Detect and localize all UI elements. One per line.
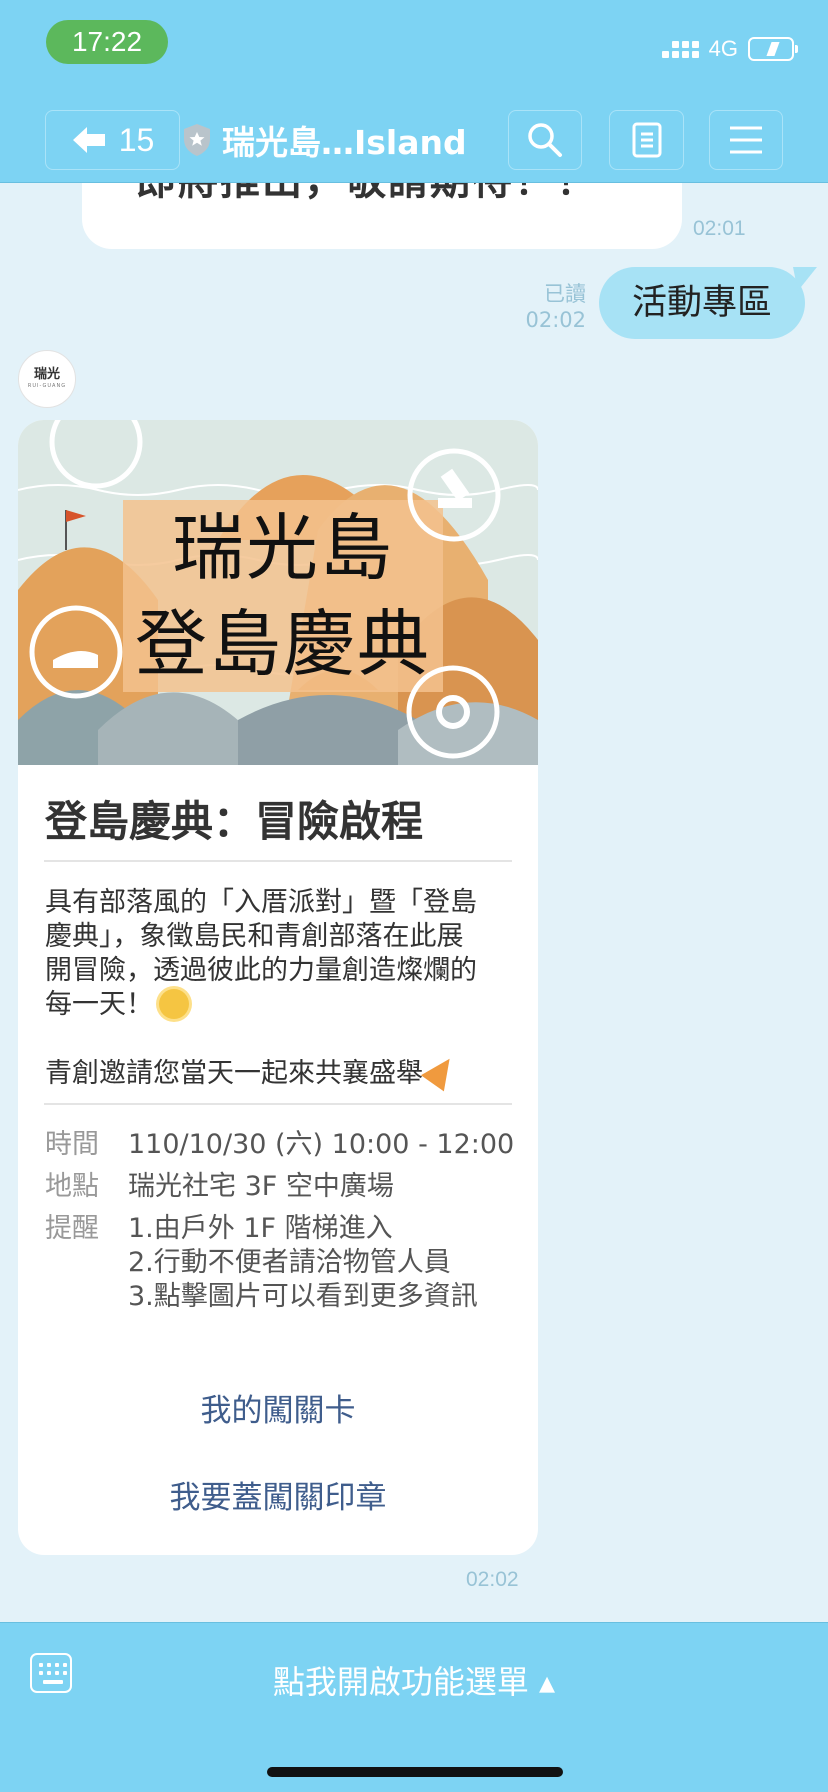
search-icon xyxy=(528,123,562,157)
battery-icon xyxy=(748,37,798,61)
chat-title-text: 瑞光島…Island xyxy=(222,123,467,162)
top-bar: 17:22 4G 15 瑞光島…Island xyxy=(0,0,828,183)
desc-line: 青創邀請您當天一起來共襄盛舉 xyxy=(45,1058,423,1089)
detail-row-place: 地點 瑞光社宅 3F 空中廣場 xyxy=(45,1170,515,1204)
notes-button[interactable] xyxy=(609,110,684,170)
avatar-logo-text: 瑞光 xyxy=(33,367,60,382)
desc-line: 開冒險，透過彼此的力量創造燦爛的 xyxy=(45,955,477,986)
read-receipt: 已讀 02:02 xyxy=(525,278,586,332)
divider xyxy=(44,1103,512,1105)
read-label: 已讀 xyxy=(544,282,586,306)
stamp-collect-link[interactable]: 我要蓋闖關印章 xyxy=(169,1480,387,1516)
card-message-time: 02:02 xyxy=(466,1568,519,1591)
desc-line-with-party: 青創邀請您當天一起來共襄盛舉 xyxy=(45,1050,515,1092)
detail-row-reminder: 提醒 1.由戶外 1F 階梯進入 2.行動不便者請洽物管人員 3.點擊圖片可以看… xyxy=(45,1212,515,1314)
home-indicator xyxy=(267,1767,563,1777)
avatar[interactable]: 瑞光 RUI-GUANG xyxy=(18,350,76,408)
detail-label: 時間 xyxy=(45,1129,99,1160)
my-message-time: 02:02 xyxy=(525,308,586,332)
event-card: 瑞光島 登島慶典 登島慶典：冒險啟程 具有部落風的「入厝派對」暨「登島 慶典」，… xyxy=(18,420,538,1555)
status-indicators: 4G xyxy=(661,34,798,64)
menu-icon xyxy=(730,126,762,154)
card-title: 登島慶典：冒險啟程 xyxy=(45,797,424,846)
party-popper-emoji-icon xyxy=(420,1050,462,1092)
divider xyxy=(44,860,512,862)
banner-title-line1: 瑞光島 xyxy=(171,506,394,590)
banner-title-line2: 登島慶典 xyxy=(134,602,431,686)
unread-count: 15 xyxy=(118,121,155,158)
chat-title[interactable]: 瑞光島…Island xyxy=(182,110,467,170)
sun-emoji-icon xyxy=(159,989,189,1019)
card-description: 具有部落風的「入厝派對」暨「登島 慶典」，象徵島民和青創部落在此展 開冒險，透過… xyxy=(45,886,515,1092)
desc-line-with-sun: 每一天！ xyxy=(45,988,515,1022)
keyboard-icon[interactable] xyxy=(30,1653,72,1693)
detail-label: 提醒 xyxy=(45,1213,99,1244)
event-banner-title: 瑞光島 登島慶典 xyxy=(123,500,443,692)
note-icon xyxy=(632,122,661,158)
bottom-bar: 點我開啟功能選單 ▴ xyxy=(0,1622,828,1792)
back-button[interactable]: 15 xyxy=(45,110,180,170)
event-details: 時間 110/10/30 (六) 10:00 - 12:00 地點 瑞光社宅 3… xyxy=(45,1128,515,1322)
desc-line: 慶典」，象徵島民和青創部落在此展 xyxy=(45,921,464,952)
search-button[interactable] xyxy=(508,110,582,170)
my-stamp-card-link[interactable]: 我的闖關卡 xyxy=(200,1393,356,1429)
shield-icon xyxy=(184,124,210,156)
detail-value: 110/10/30 (六) 10:00 - 12:00 xyxy=(128,1129,515,1160)
open-function-menu-button[interactable]: 點我開啟功能選單 ▴ xyxy=(272,1663,556,1701)
desc-line: 每一天！ xyxy=(45,989,153,1020)
reminder-item: 1.由戶外 1F 階梯進入 xyxy=(128,1213,393,1244)
network-label: 4G xyxy=(708,36,738,61)
avatar-logo-subtext: RUI-GUANG xyxy=(27,383,67,389)
event-banner-image[interactable] xyxy=(18,420,538,765)
detail-value: 瑞光社宅 3F 空中廣場 xyxy=(128,1171,394,1202)
desc-line: 具有部落風的「入厝派對」暨「登島 xyxy=(45,887,477,918)
signal-icon xyxy=(661,40,699,58)
previous-message-time: 02:01 xyxy=(693,217,746,240)
detail-value: 1.由戶外 1F 階梯進入 2.行動不便者請洽物管人員 3.點擊圖片可以看到更多… xyxy=(128,1212,478,1314)
detail-label: 地點 xyxy=(45,1171,99,1202)
my-message-bubble[interactable]: 活動專區 xyxy=(599,267,805,339)
status-time: 17:22 xyxy=(46,20,168,64)
reminder-item: 2.行動不便者請洽物管人員 xyxy=(128,1247,451,1278)
menu-button[interactable] xyxy=(709,110,783,170)
back-arrow-icon xyxy=(72,127,105,153)
detail-row-time: 時間 110/10/30 (六) 10:00 - 12:00 xyxy=(45,1128,515,1162)
reminder-item: 3.點擊圖片可以看到更多資訊 xyxy=(128,1281,478,1312)
